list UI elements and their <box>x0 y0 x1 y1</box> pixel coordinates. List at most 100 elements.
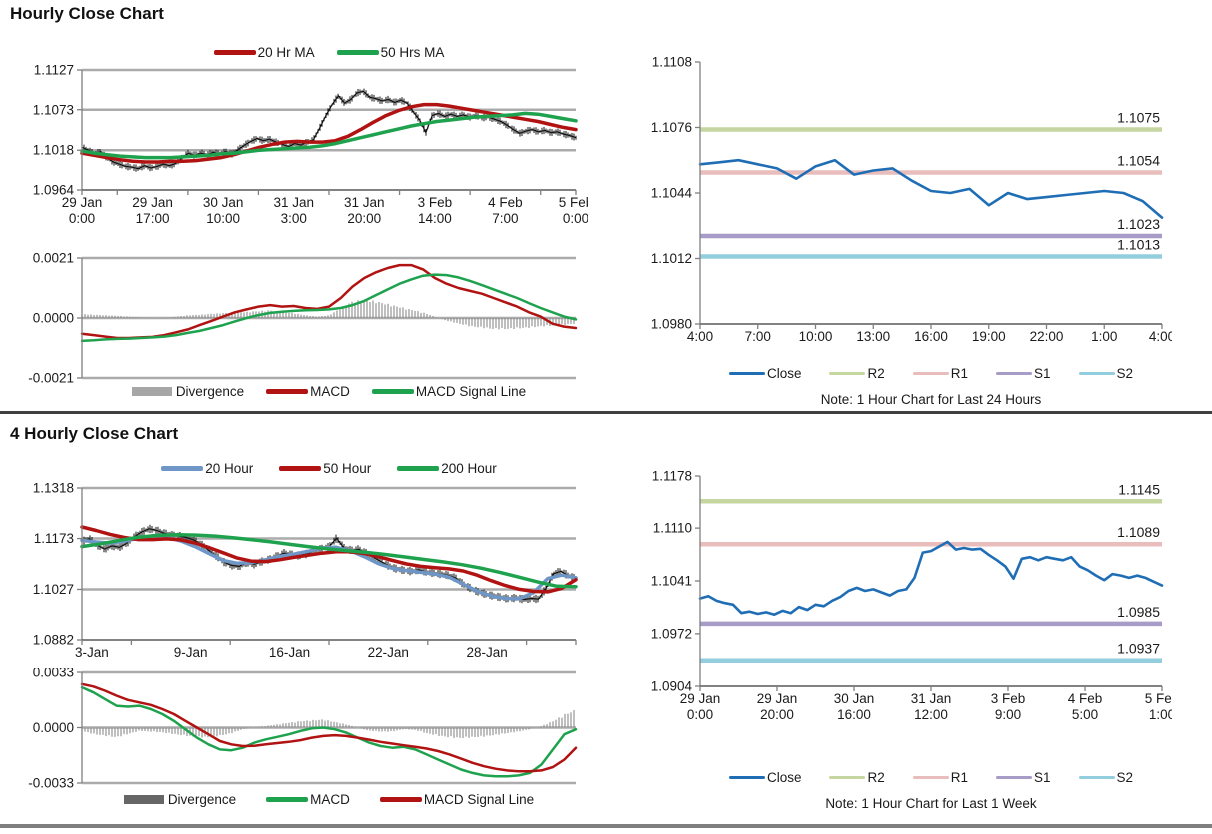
y-tick-label: 1.1027 <box>33 582 74 597</box>
x-tick-label: 29 Jan 0:00 <box>62 195 103 226</box>
line-swatch-icon <box>728 371 765 376</box>
line-swatch-icon <box>161 466 204 471</box>
legend-label: Divergence <box>167 792 237 807</box>
line-swatch-icon <box>266 389 309 394</box>
x-tick-label: 28-Jan <box>466 645 507 660</box>
legend-label: 20 Hr MA <box>257 45 315 60</box>
legend-item-r2: R2 <box>829 366 885 381</box>
hourly-section-title: Hourly Close Chart <box>10 4 164 23</box>
legend-item-macd: MACD <box>266 384 350 399</box>
week-pivot-chart: 1.1145 1.1089 1.0985 1.0937 1.1178 1.1110 1.10… <box>651 469 1172 723</box>
legend-item-close: Close <box>728 770 802 785</box>
legend-item-close: Close <box>728 366 802 381</box>
y-tick-label: -0.0021 <box>28 371 74 386</box>
y-tick-label: 1.0972 <box>651 626 692 641</box>
legend-label: R1 <box>950 366 968 381</box>
legend-item-s1: S1 <box>996 366 1051 381</box>
macd-line <box>80 263 578 340</box>
line-swatch-icon <box>1078 371 1115 376</box>
legend-item-macd-signal-line: MACD Signal Line <box>379 792 534 807</box>
legend-item-macd: MACD <box>266 792 350 807</box>
legend-item-macd-signal-line: MACD Signal Line <box>371 384 527 399</box>
legend-label: MACD <box>310 384 350 399</box>
x-tick-label: 4:00 <box>687 329 713 344</box>
legend-item-50-hrs-ma: 50 Hrs MA <box>336 45 445 60</box>
day-pivot-chart: 1.1075 1.1054 1.1023 1.1013 1.1108 1.1076 1.10… <box>651 55 1172 345</box>
line-swatch-icon <box>1078 775 1115 780</box>
x-tick-label: 31 Jan 20:00 <box>344 195 385 226</box>
y-tick-label: 1.0964 <box>33 183 75 198</box>
x-tick-label: 22-Jan <box>368 645 409 660</box>
y-tick-label: 0.0000 <box>33 311 74 326</box>
line-swatch-icon <box>336 50 379 55</box>
legend-label: S1 <box>1034 770 1051 785</box>
legend-item-20-hour: 20 Hour <box>161 461 253 476</box>
pivot-label-s1: 1.0985 <box>1117 604 1160 620</box>
legend-item-r1: R1 <box>912 366 968 381</box>
legend-label: S2 <box>1116 366 1134 381</box>
bottom-divider <box>0 824 1212 828</box>
legend-item-r2: R2 <box>829 770 885 785</box>
y-tick-label: 1.1318 <box>33 481 74 496</box>
legend-label: 50 Hrs MA <box>380 45 445 60</box>
line-swatch-icon <box>996 371 1032 376</box>
y-tick-label: 1.0882 <box>33 633 74 648</box>
y-tick-label: 1.1018 <box>33 143 74 158</box>
legend-label: Divergence <box>175 384 245 399</box>
legend-label: MACD <box>310 792 350 807</box>
x-tick-label: 3 Feb 14:00 <box>418 195 453 226</box>
hourly-ma-legend: 20 Hr MA 50 Hrs MA <box>82 45 576 60</box>
x-tick-label: 29 Jan 0:00 <box>680 691 721 722</box>
20-hr-ma-line <box>80 102 578 164</box>
line-swatch-icon <box>279 466 322 471</box>
x-tick-label: 5 Feb0:00 <box>559 195 588 226</box>
fourh-macd-chart: 0.0033 0.0000 -0.0033 <box>28 668 578 790</box>
y-tick-label: 0.0033 <box>33 668 74 680</box>
y-tick-label: 1.1041 <box>651 574 692 589</box>
hourly-macd-legend: Divergence MACD MACD Signal Line <box>82 384 576 399</box>
day-pivot-note: Note: 1 Hour Chart for Last 24 Hours <box>820 392 1042 407</box>
bar-swatch-icon <box>123 795 164 804</box>
line-swatch-icon <box>829 775 866 780</box>
week-pivot-note: Note: 1 Hour Chart for Last 1 Week <box>825 796 1037 811</box>
line-swatch-icon <box>266 797 309 802</box>
pivot-label-r1: 1.1089 <box>1117 524 1160 540</box>
x-tick-label: 3-Jan <box>75 645 109 660</box>
x-tick-label: 31 Jan 3:00 <box>273 195 314 226</box>
legend-label: Close <box>766 770 802 785</box>
week-pivot-legend: Close R2 R1 S1 S2 <box>700 770 1162 785</box>
x-tick-label: 29 Jan 17:00 <box>132 195 173 226</box>
legend-label: Close <box>766 366 802 381</box>
hourly-macd-chart: 0.0021 0.0000 -0.0021 <box>28 251 578 386</box>
day-pivot-legend: Close R2 R1 S1 S2 <box>700 366 1162 381</box>
legend-label: 50 Hour <box>323 461 372 476</box>
legend-label: S1 <box>1034 366 1051 381</box>
x-tick-label: 1:00 <box>1091 329 1117 344</box>
pivot-label-r2: 1.1145 <box>1118 481 1160 497</box>
legend-item-50-hour: 50 Hour <box>279 461 371 476</box>
line-swatch-icon <box>912 371 949 376</box>
line-swatch-icon <box>397 466 440 471</box>
y-tick-label: 1.0904 <box>651 679 693 694</box>
pivot-label-r1: 1.1054 <box>1117 153 1160 169</box>
y-tick-label: 1.1127 <box>34 63 74 78</box>
legend-label: MACD Signal Line <box>415 384 527 399</box>
50-hrs-ma-line <box>80 111 578 160</box>
x-tick-label: 10:00 <box>799 329 833 344</box>
line-swatch-icon <box>379 797 422 802</box>
x-tick-label: 4:00 <box>1149 329 1172 344</box>
x-tick-label: 7:00 <box>745 329 771 344</box>
legend-label: 20 Hour <box>205 461 254 476</box>
50-hour-line <box>80 525 578 594</box>
pivot-label-s2: 1.1013 <box>1117 236 1160 252</box>
legend-item-r1: R1 <box>912 770 968 785</box>
pivot-label-s2: 1.0937 <box>1117 641 1160 657</box>
y-tick-label: -0.0033 <box>28 776 74 790</box>
y-tick-label: 1.1012 <box>651 251 692 266</box>
y-tick-label: 1.0980 <box>651 317 692 332</box>
x-tick-label: 16-Jan <box>269 645 310 660</box>
line-swatch-icon <box>728 775 765 780</box>
